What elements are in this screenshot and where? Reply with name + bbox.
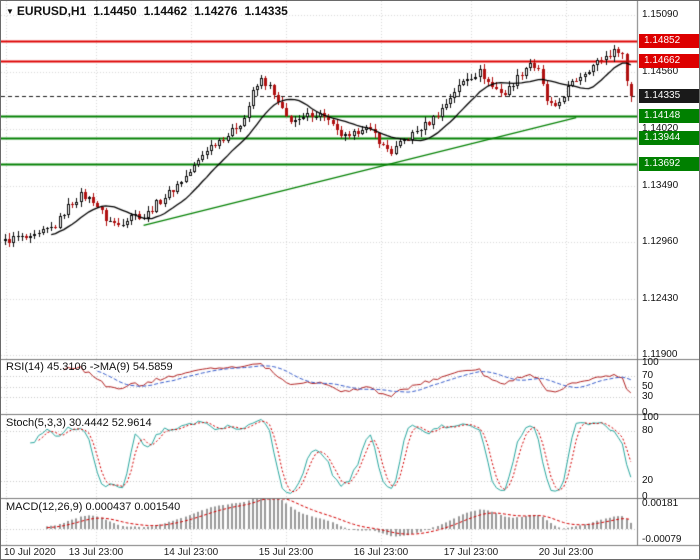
rsi-indicator-label: RSI(14) 45.3106 ->MA(9) 54.5859 [6, 361, 173, 373]
support-price-badge[interactable]: 1.14148 [639, 108, 699, 123]
support-price-badge[interactable]: 1.13944 [639, 130, 699, 145]
chart-header: ▼ EURUSD,H1 1.14450 1.14462 1.14276 1.14335 [6, 4, 288, 18]
ohlc-close-value: 1.14335 [244, 4, 288, 18]
ohlc-open-value: 1.14450 [93, 4, 137, 18]
ohlc-high-value: 1.14462 [143, 4, 188, 18]
resistance-price-badge[interactable]: 1.14852 [639, 33, 699, 48]
macd-indicator-label: MACD(12,26,9) 0.000437 0.001540 [6, 501, 181, 513]
support-price-badge[interactable]: 1.13692 [639, 157, 699, 172]
current-price-price-badge[interactable]: 1.14335 [639, 88, 699, 103]
stochastic-indicator-label: Stoch(5,3,3) 30.4442 52.9614 [6, 417, 152, 429]
resistance-price-badge[interactable]: 1.14662 [639, 53, 699, 68]
symbol-timeframe-label: EURUSD,H1 [16, 4, 87, 18]
chart-dropdown-icon[interactable]: ▼ [6, 7, 14, 16]
ohlc-low-value: 1.14276 [194, 4, 238, 18]
